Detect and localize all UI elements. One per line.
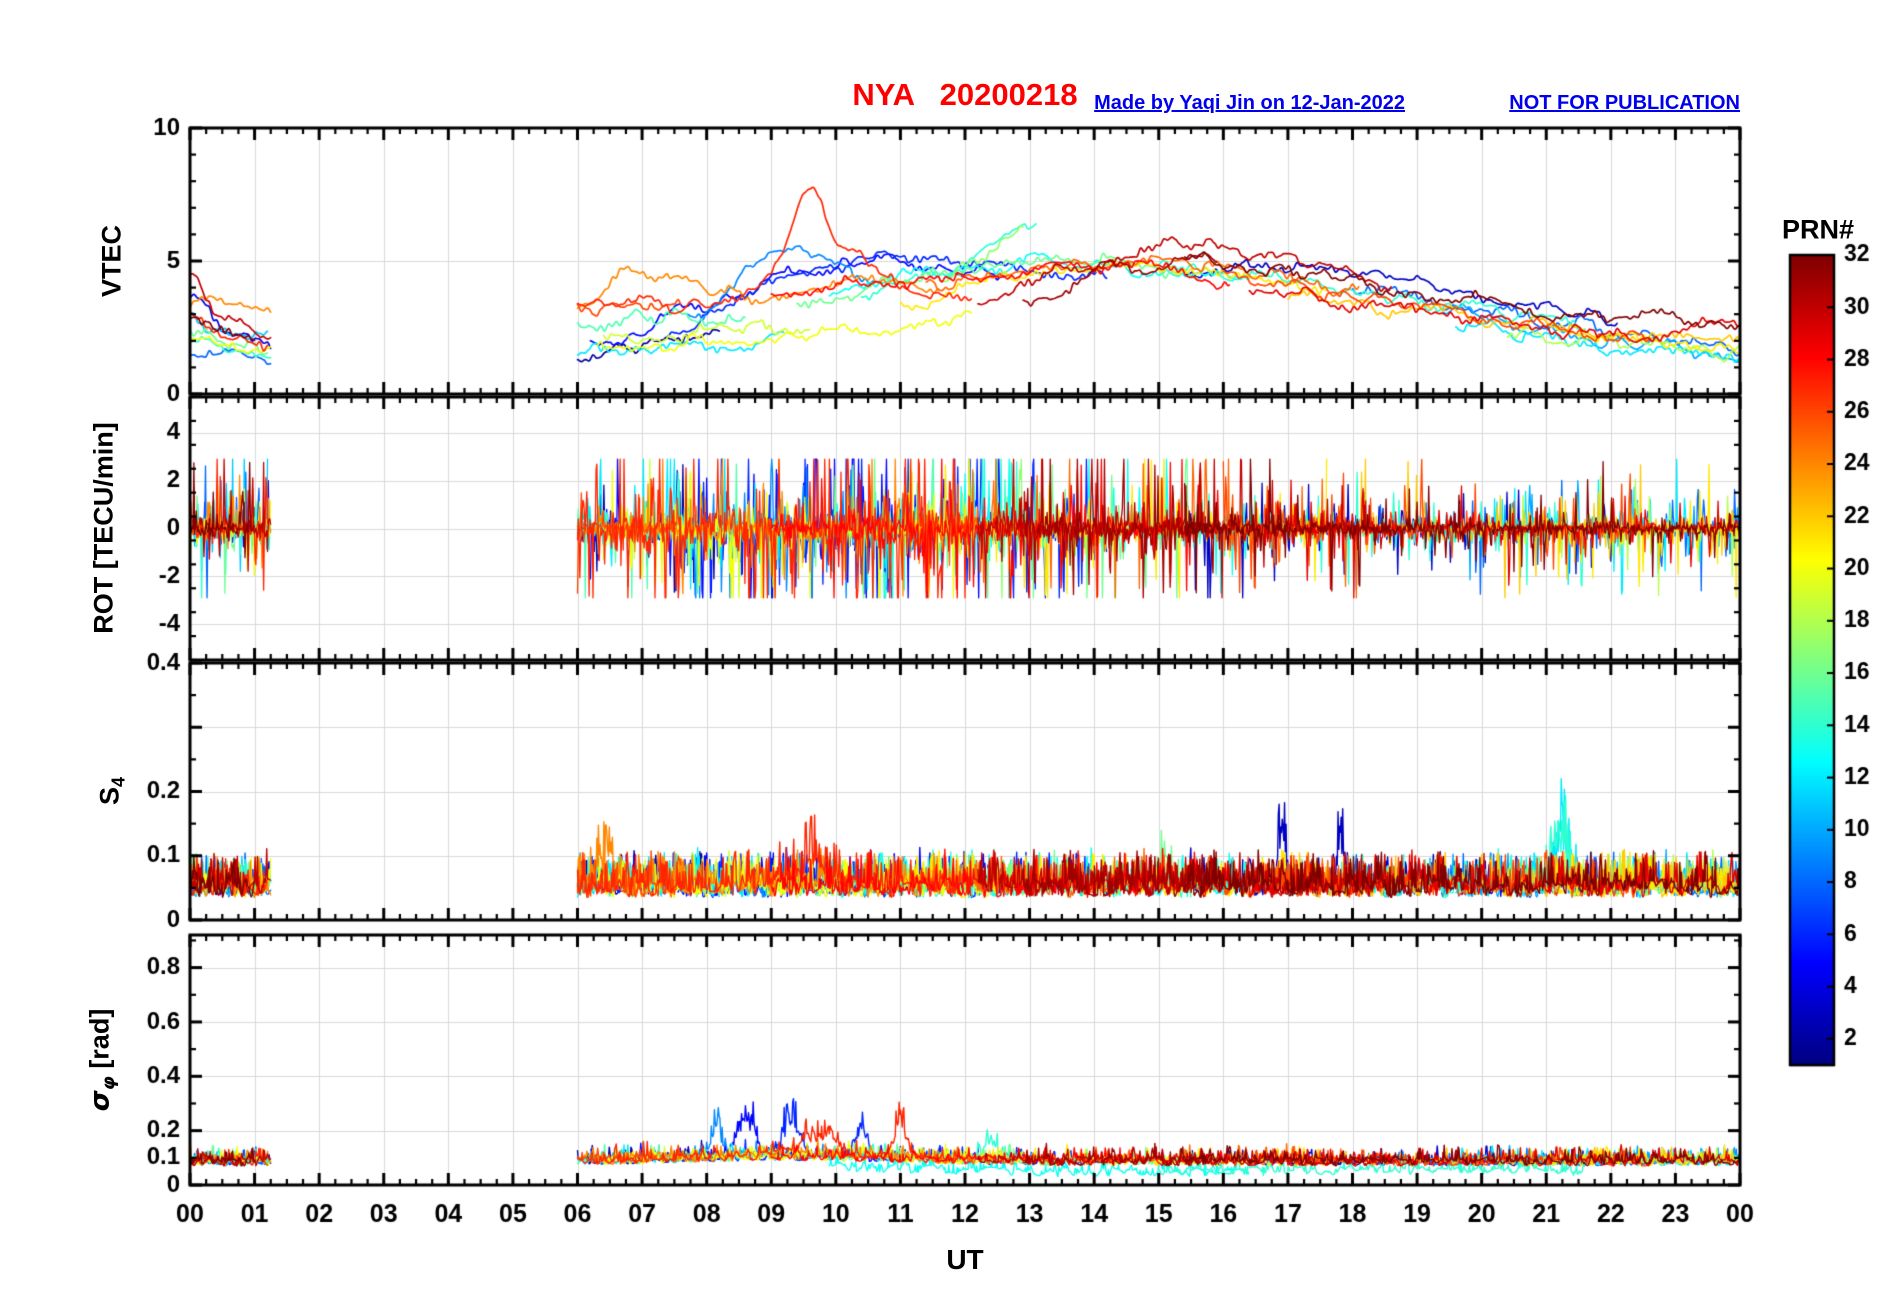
s4-axis-label-main: S: [94, 787, 125, 806]
sigma-axis-label-sub: φ: [98, 1076, 120, 1091]
credit-text: Made by Yaqi Jin on 12-Jan-2022: [1094, 92, 1405, 114]
sigma-axis-label-main: σ: [84, 1090, 116, 1112]
rot-axis-label: ROT [TECU/min]: [88, 422, 119, 634]
figure-title: NYA 20200218: [852, 77, 1078, 112]
not-for-publication-label: NOT FOR PUBLICATION: [1509, 92, 1740, 114]
s4-axis-label: S4: [94, 777, 129, 805]
vtec-axis-label: VTEC: [96, 224, 127, 298]
sigma-axis-label-unit: [rad]: [84, 1008, 115, 1077]
colorbar-label: PRN#: [1781, 214, 1855, 245]
ut-axis-label: UT: [946, 1244, 984, 1275]
sigma-phi-axis-label: σφ [rad]: [84, 1009, 119, 1112]
s4-axis-label-sub: 4: [108, 776, 129, 787]
